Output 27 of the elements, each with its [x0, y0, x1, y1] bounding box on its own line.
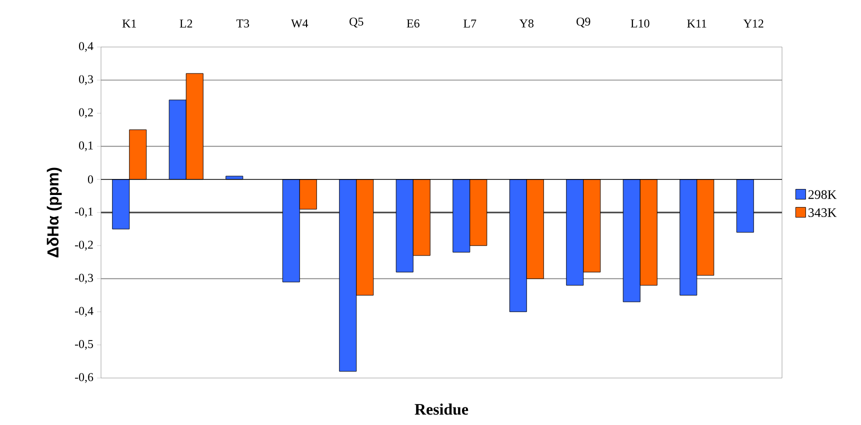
x-tick-label: Y8 — [519, 19, 534, 28]
y-tick-label: 0,3 — [78, 75, 94, 85]
x-tick-label: L10 — [630, 19, 650, 28]
y-tick-label: 0,2 — [78, 108, 93, 118]
y-tick-label: -0,4 — [75, 306, 94, 317]
y-tick-label: -0,1 — [75, 208, 93, 218]
y-tick-label: 0,4 — [78, 42, 94, 52]
x-tick-label: L7 — [464, 20, 476, 28]
x-tick-label: Y12 — [743, 20, 764, 28]
x-tick-label: Q5 — [350, 18, 364, 28]
legend-label: 298K — [808, 190, 837, 199]
y-axis-title: ΔδHα (ppm) — [46, 168, 62, 258]
x-tick-label: E6 — [406, 19, 420, 28]
x-tick-label: T3 — [236, 19, 250, 28]
y-tick-label: -0,2 — [75, 240, 93, 250]
x-tick-label: K11 — [687, 20, 706, 28]
y-tick-label: -0,3 — [75, 274, 94, 284]
y-tick-label: -0,5 — [75, 340, 94, 350]
x-axis-title: Residue — [414, 404, 468, 415]
y-tick-label: -0,6 — [75, 373, 94, 383]
x-tick-label: L2 — [180, 20, 192, 28]
x-tick-label: K1 — [122, 20, 136, 28]
y-tick-label: 0 — [88, 175, 94, 184]
x-tick-label: W4 — [291, 19, 308, 28]
x-tick-label: Q9 — [576, 18, 590, 28]
legend-label: 343K — [808, 208, 837, 217]
y-tick-label: 0,1 — [78, 141, 93, 152]
